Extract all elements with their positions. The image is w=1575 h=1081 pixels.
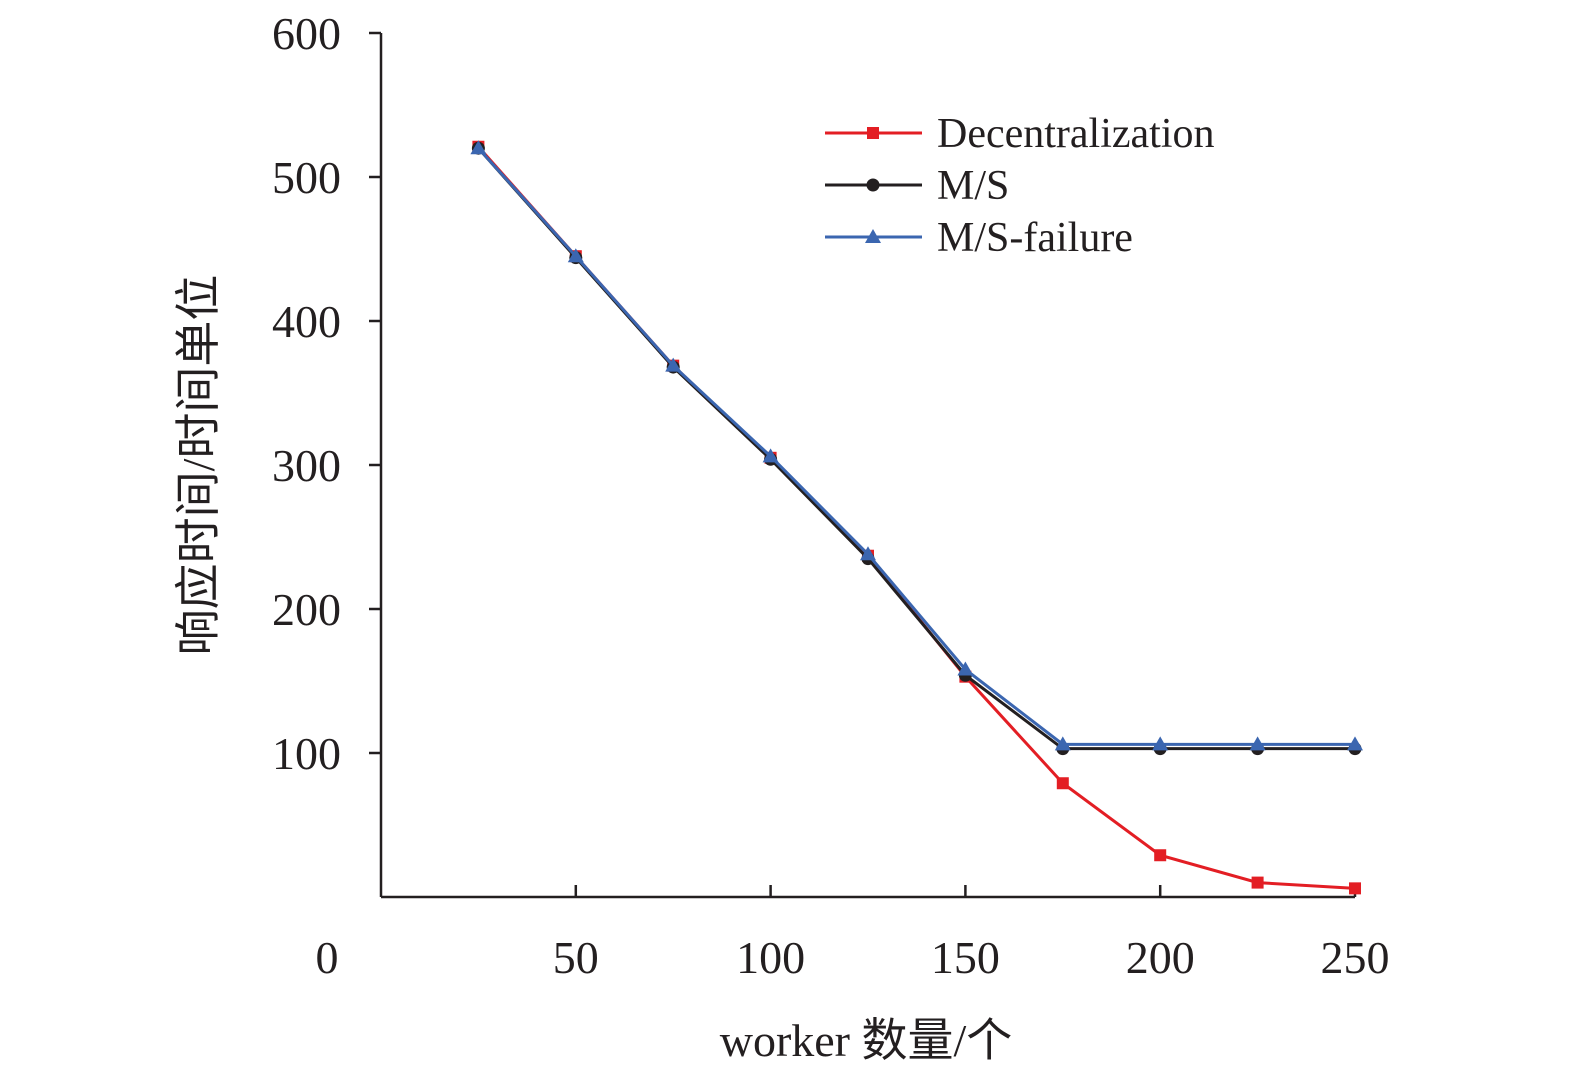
legend-item-2: M/S-failure	[825, 215, 1133, 261]
data-point-0-200	[1154, 849, 1167, 862]
data-point-2-100	[762, 448, 779, 463]
data-point-2-125	[860, 546, 876, 561]
x-tick-label-150: 150	[931, 932, 1000, 983]
data-point-0-175	[1056, 777, 1069, 790]
x-tick-label-250: 250	[1321, 932, 1390, 983]
y-tick-label-300: 300	[272, 440, 341, 491]
legend-label-0: Decentralization	[937, 111, 1215, 157]
data-point-0-225	[1251, 876, 1264, 889]
legend-label-2: M/S-failure	[937, 215, 1133, 261]
legend-marker-2	[865, 229, 881, 243]
axes	[379, 33, 1355, 899]
series-m-s	[471, 141, 1362, 756]
x-tick-label-200: 200	[1126, 932, 1195, 983]
y-tick-label-500: 500	[272, 152, 341, 203]
origin-label: 0	[316, 932, 339, 983]
data-point-2-200	[1152, 736, 1169, 751]
legend-item-1: M/S	[825, 163, 1009, 209]
series-decentralization	[472, 140, 1361, 895]
series-m-s-failure	[470, 140, 1363, 751]
data-point-2-175	[1054, 736, 1071, 751]
legend: Decentralization M/S M/S-failure	[825, 111, 1215, 261]
series-line-2	[477, 147, 1355, 746]
x-tick-label-100: 100	[736, 932, 805, 983]
data-point-2-25	[470, 140, 487, 155]
data-point-2-75	[665, 357, 682, 372]
series-line-0	[477, 145, 1356, 890]
legend-label-1: M/S	[937, 163, 1009, 209]
y-tick-label-400: 400	[272, 296, 341, 347]
data-point-2-50	[567, 248, 584, 263]
series-layer	[470, 140, 1363, 895]
data-point-2-150	[957, 661, 974, 676]
x-tick-label-50: 50	[553, 932, 599, 983]
y-axis-title: 响应时间/时间单位	[173, 275, 224, 656]
data-point-2-225	[1249, 736, 1266, 751]
data-point-0-250	[1349, 882, 1361, 895]
legend-marker-0	[867, 127, 879, 139]
ticks	[369, 31, 1357, 897]
tick-labels: 100 200 300 400 500 600 50 100 150 200 250	[272, 8, 1390, 983]
y-tick-label-100: 100	[272, 728, 341, 779]
data-point-2-250	[1347, 736, 1363, 751]
y-tick-label-600: 600	[272, 8, 341, 59]
legend-marker-1	[866, 178, 880, 192]
y-tick-label-200: 200	[272, 584, 341, 635]
x-axis-title: worker 数量/个	[720, 1015, 1013, 1066]
legend-item-0: Decentralization	[825, 111, 1215, 157]
